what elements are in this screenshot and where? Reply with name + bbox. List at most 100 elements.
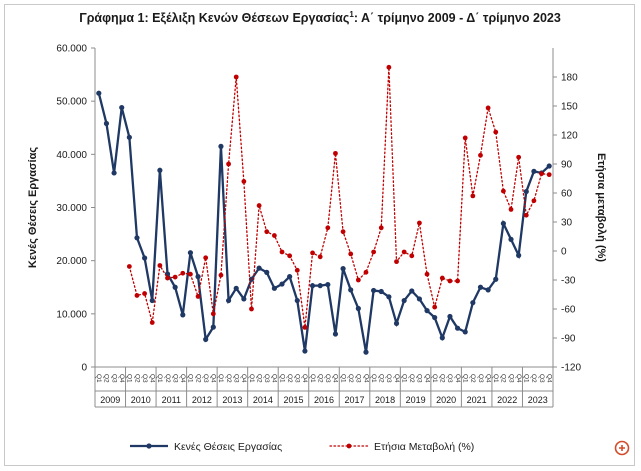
y2-tick-label: -60 xyxy=(561,305,576,316)
annual-change-point xyxy=(500,188,506,194)
vacancies-point xyxy=(424,308,430,314)
vacancies-point xyxy=(393,320,400,327)
annual-change-point xyxy=(310,250,315,256)
annual-change-point xyxy=(126,264,132,269)
vacancies-point xyxy=(409,288,415,294)
annual-change-point xyxy=(493,129,499,135)
y-tick-label: 10.000 xyxy=(56,309,87,320)
annual-change-point xyxy=(478,152,483,158)
annual-change-point xyxy=(340,229,346,235)
annual-change-point xyxy=(409,253,415,259)
annual-change-point xyxy=(470,193,476,199)
year-label: 2014 xyxy=(253,395,273,405)
vacancies-point xyxy=(363,349,369,355)
vacancies-point xyxy=(195,274,201,280)
vacancies-point xyxy=(187,250,194,256)
vacancies-point xyxy=(256,265,262,271)
annual-change-point xyxy=(546,172,552,178)
legend-change-marker xyxy=(346,443,352,449)
annual-change-point xyxy=(172,274,178,280)
vacancies-point xyxy=(172,284,178,290)
quarter-tick-label: Q4 xyxy=(423,374,430,383)
vacancies-point xyxy=(348,287,354,293)
y2-tick-label: 30 xyxy=(561,218,573,229)
quarter-tick-label: Q2 xyxy=(316,374,323,383)
quarter-tick-label: Q4 xyxy=(179,374,186,383)
quarter-tick-label: Q2 xyxy=(439,374,446,383)
annual-change-point xyxy=(317,254,323,260)
quarter-tick-label: Q3 xyxy=(538,374,545,383)
annual-change-point xyxy=(226,161,231,167)
annual-change-point xyxy=(256,203,262,208)
annual-change-point xyxy=(287,253,293,259)
quarter-tick-label: Q1 xyxy=(309,374,316,383)
annual-change-point xyxy=(188,271,193,277)
vacancies-point xyxy=(485,287,491,293)
vacancies-point xyxy=(371,287,377,294)
quarter-tick-label: Q1 xyxy=(187,374,194,383)
chart-frame xyxy=(4,4,635,466)
vacancies-point xyxy=(454,325,461,331)
quarter-tick-label: Q2 xyxy=(164,374,171,383)
annual-change-point xyxy=(378,225,384,231)
y-tick-label: 50.000 xyxy=(56,97,87,108)
expand-icon[interactable] xyxy=(614,440,630,456)
legend-change-label: Ετήσια Μεταβολή (%) xyxy=(374,441,474,453)
y-tick-label: 60.000 xyxy=(56,44,87,55)
vacancies-point xyxy=(142,255,148,261)
quarter-tick-label: Q4 xyxy=(454,374,461,383)
annual-change-point xyxy=(249,306,254,312)
vacancies-point xyxy=(523,188,529,195)
vacancies-point xyxy=(264,269,270,275)
vacancies-point xyxy=(447,313,453,320)
vacancies-point xyxy=(493,276,499,282)
annual-change-point xyxy=(264,229,270,235)
vacancies-point xyxy=(203,336,209,342)
quarter-tick-label: Q3 xyxy=(171,374,178,383)
annual-change-point xyxy=(462,135,468,141)
annual-change-point xyxy=(508,207,514,212)
quarter-tick-label: Q3 xyxy=(294,374,301,383)
vacancies-point xyxy=(477,284,484,290)
annual-change-point xyxy=(424,271,430,277)
y-tick-label: 30.000 xyxy=(56,203,87,214)
vacancies-point xyxy=(309,283,316,289)
y2-tick-label: 120 xyxy=(561,131,578,142)
vacancies-point xyxy=(546,163,552,169)
vacancies-point xyxy=(210,324,216,330)
annual-change-point xyxy=(195,294,201,299)
vacancies-point xyxy=(355,305,361,312)
vacancies-point xyxy=(157,167,163,173)
annual-change-point xyxy=(210,311,216,317)
annual-change-point xyxy=(203,255,209,261)
quarter-tick-label: Q4 xyxy=(545,374,552,383)
quarter-tick-label: Q1 xyxy=(248,374,255,383)
quarter-tick-label: Q3 xyxy=(324,374,331,383)
annual-change-point xyxy=(355,277,361,283)
year-label: 2015 xyxy=(283,395,303,405)
annual-change-point xyxy=(325,225,331,231)
vacancies-point xyxy=(439,335,445,341)
quarter-tick-label: Q2 xyxy=(408,374,415,383)
quarter-tick-label: Q3 xyxy=(263,374,270,383)
annual-change-point xyxy=(294,267,300,273)
chart-title-period: : Α΄ τρίμηνο 2009 - Δ΄ τρίμηνο 2023 xyxy=(354,11,561,25)
vacancies-point xyxy=(470,300,476,306)
quarter-tick-label: Q2 xyxy=(469,374,476,383)
annual-change-series-line xyxy=(128,67,550,328)
quarter-tick-label: Q2 xyxy=(255,374,262,383)
vacancies-point xyxy=(508,236,514,242)
vacancies-point xyxy=(111,170,117,176)
annual-change-point xyxy=(348,251,354,257)
vacancies-point xyxy=(378,288,384,295)
vacancies-point xyxy=(294,297,300,304)
vacancies-point xyxy=(340,266,346,272)
annual-change-point xyxy=(180,270,186,276)
quarter-tick-label: Q1 xyxy=(217,374,224,383)
annual-change-point xyxy=(333,150,338,156)
quarter-tick-label: Q4 xyxy=(301,374,308,383)
year-label: 2010 xyxy=(131,395,151,405)
vacancies-series-line xyxy=(97,92,550,353)
y-axis-title: Κενές Θέσεις Εργασίας xyxy=(27,147,39,268)
